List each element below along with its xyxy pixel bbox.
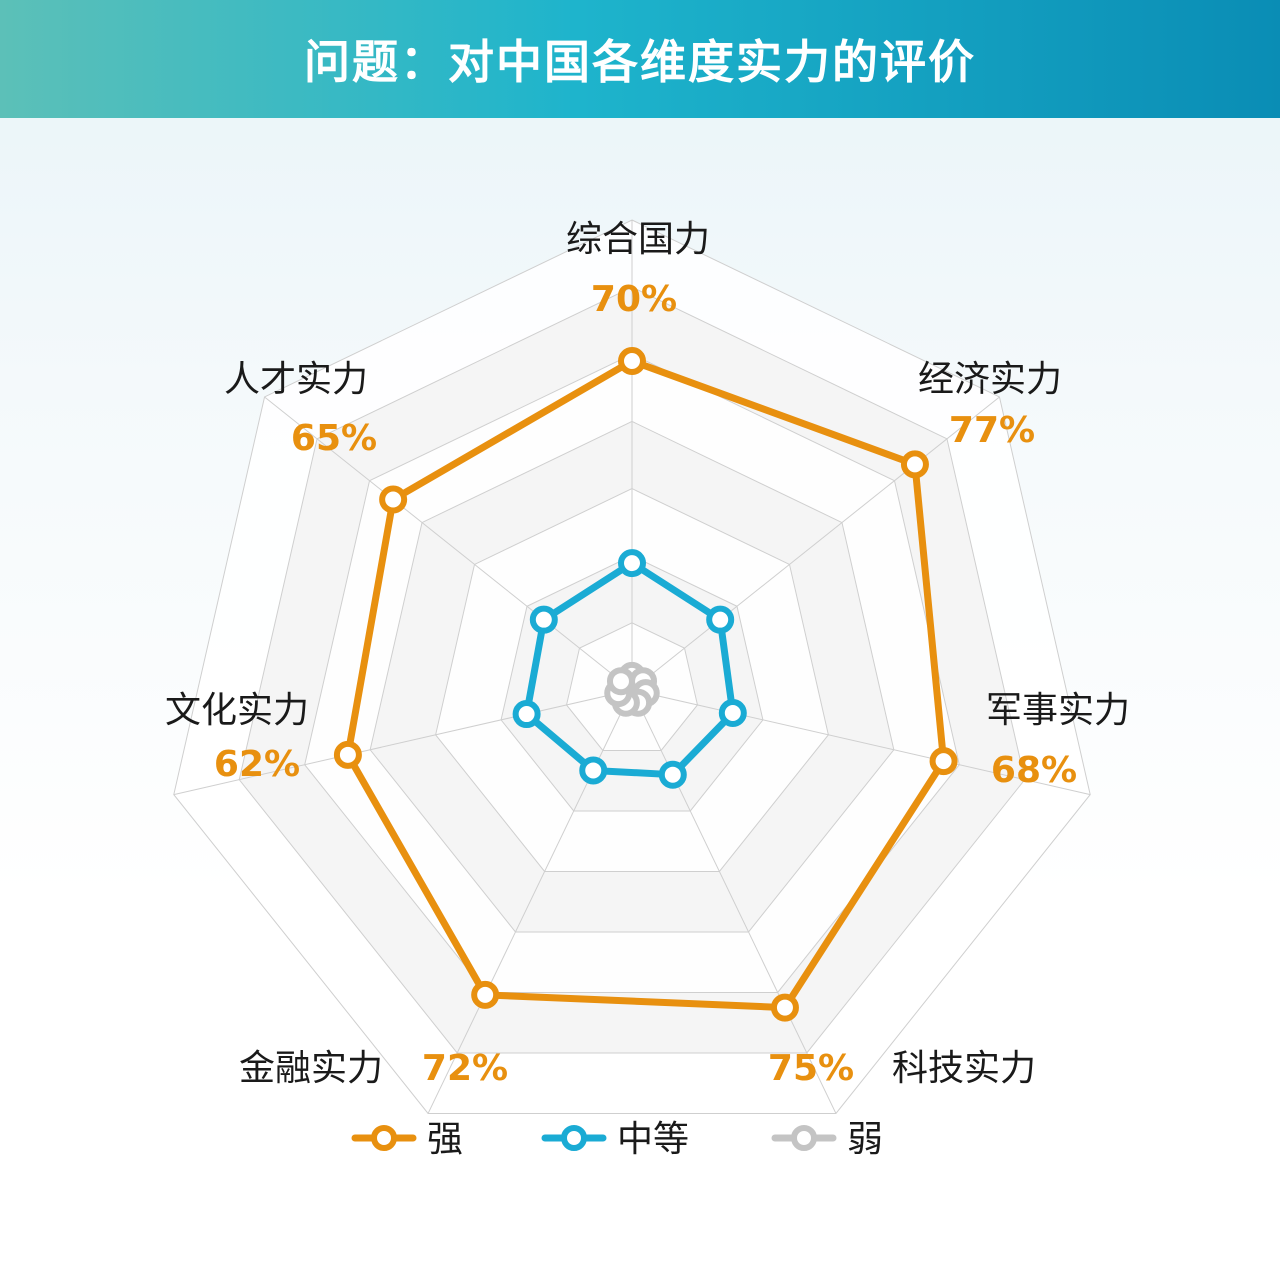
- data-point: [618, 549, 646, 578]
- data-point: [618, 347, 646, 375]
- legend-label: 强: [427, 1119, 463, 1160]
- grid-spoke: [173, 689, 633, 796]
- grid-spoke: [631, 689, 1091, 796]
- grid-spoke: [631, 689, 837, 1114]
- radar-series: [333, 347, 958, 1022]
- value-label: 72%: [422, 1048, 508, 1089]
- chart-legend: 强 中等 弱: [351, 1119, 883, 1160]
- data-point: [606, 667, 635, 696]
- value-label: 70%: [591, 279, 677, 320]
- data-point: [471, 980, 500, 1009]
- page-title: 问题：对中国各维度实力的评价: [304, 35, 976, 89]
- series-line: [344, 357, 948, 1012]
- data-point: [333, 740, 362, 769]
- data-point: [579, 756, 608, 785]
- data-point: [900, 450, 929, 479]
- series-line: [523, 559, 737, 779]
- value-label: 68%: [991, 750, 1077, 791]
- axis-label: 金融实力: [239, 1048, 383, 1089]
- value-label: 75%: [768, 1048, 854, 1089]
- axis-label: 综合国力: [566, 219, 710, 260]
- grid-spoke: [631, 396, 1000, 691]
- legend-marker: [371, 1125, 397, 1151]
- axis-label: 科技实力: [892, 1048, 1036, 1089]
- value-label: 65%: [291, 418, 377, 459]
- legend-label: 弱: [847, 1119, 883, 1160]
- data-point: [706, 605, 735, 634]
- value-label: 62%: [214, 744, 300, 785]
- grid-spoke: [264, 396, 633, 691]
- axis-label: 人才实力: [224, 359, 368, 400]
- data-point: [929, 747, 958, 776]
- legend-marker: [791, 1125, 817, 1151]
- header-banner: 问题：对中国各维度实力的评价: [0, 0, 1280, 118]
- value-label: 77%: [949, 410, 1035, 451]
- axis-label: 文化实力: [165, 690, 309, 731]
- data-point: [770, 993, 799, 1022]
- axis-label: 军事实力: [986, 690, 1130, 731]
- data-point: [658, 760, 687, 789]
- data-point: [512, 700, 541, 729]
- data-point: [379, 485, 408, 514]
- legend-marker: [561, 1125, 587, 1151]
- axis-labels: 综合国力 70% 经济实力 77% 军事实力 68% 科技实力 75% 金融实力 72% 文化实力 6…: [165, 219, 1130, 1089]
- data-point: [718, 699, 747, 728]
- axis-label: 经济实力: [918, 359, 1062, 400]
- data-point: [529, 605, 558, 634]
- legend-label: 中等: [617, 1119, 689, 1160]
